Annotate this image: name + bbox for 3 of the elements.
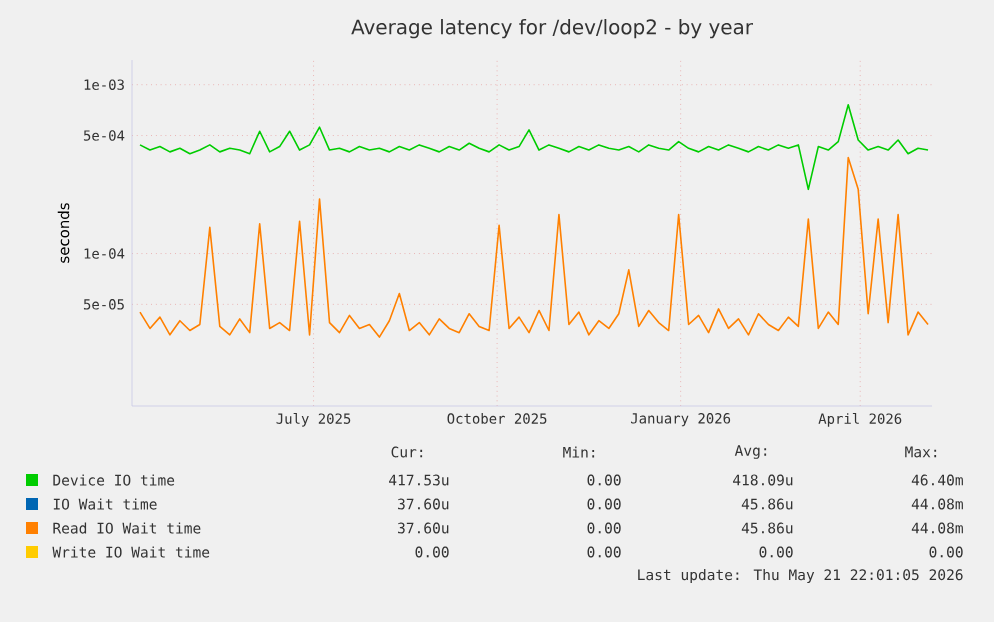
- chart-title: Average latency for /dev/loop2 - by year: [351, 19, 753, 39]
- line-series: [139, 156, 929, 338]
- line-series: [139, 104, 929, 191]
